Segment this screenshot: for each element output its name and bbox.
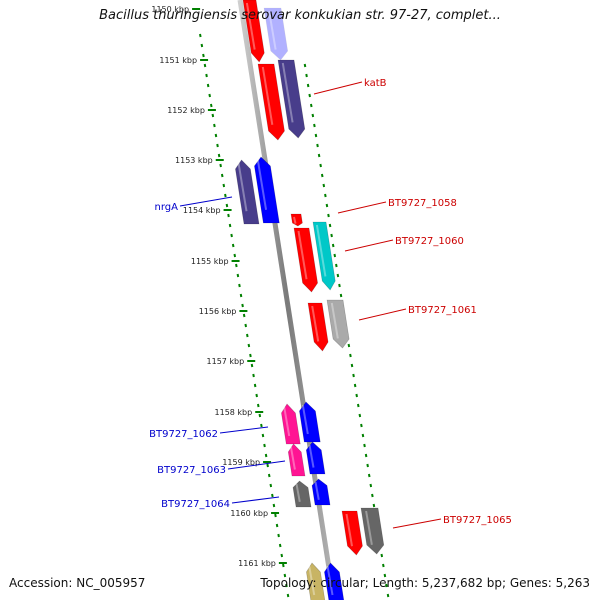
kbp-labels: 1150 kbp 1151 kbp 1152 kbp 1153 kbp 1154 kbp… xyxy=(151,5,287,568)
kbp-tick-label: 1150 kbp xyxy=(151,5,189,14)
kbp-tick-label: 1154 kbp xyxy=(183,206,221,215)
gene-arrow[interactable] xyxy=(292,480,312,508)
gene-highlight xyxy=(315,224,327,277)
callout-line xyxy=(392,518,442,529)
gene-arrow[interactable] xyxy=(281,403,301,445)
gene-label-nrgA[interactable]: nrgA xyxy=(155,202,179,213)
callout-line xyxy=(344,239,394,252)
kbp-tick-label: 1151 kbp xyxy=(159,56,197,65)
gene-highlight xyxy=(261,66,274,125)
gene-arrow[interactable] xyxy=(235,159,260,225)
gene-highlight xyxy=(289,446,296,470)
kbp-tick-label: 1155 kbp xyxy=(191,257,229,266)
kbp-tick-label: 1156 kbp xyxy=(199,307,237,316)
gene-highlight xyxy=(295,483,301,502)
gene-callouts: katB BT9727_1058 BT9727_1060 BT9727_1061 BT9… xyxy=(149,78,512,529)
gene-highlight xyxy=(268,10,277,50)
callout-line xyxy=(337,201,387,214)
gene-highlight xyxy=(256,159,268,210)
accession-text: Accession: NC_005957 xyxy=(9,576,146,590)
gene-arrow[interactable] xyxy=(306,562,326,600)
gene-arrow[interactable] xyxy=(263,7,289,61)
gene-label-bt1058[interactable]: BT9727_1058 xyxy=(388,198,457,209)
kbp-tick-label: 1152 kbp xyxy=(167,106,205,115)
gene-arrow[interactable] xyxy=(311,478,331,506)
gene-label-katB[interactable]: katB xyxy=(364,78,387,89)
callout-line xyxy=(231,496,280,504)
gene-highlight xyxy=(314,481,320,500)
kbp-tick-label: 1153 kbp xyxy=(175,156,213,165)
gene-label-bt1064[interactable]: BT9727_1064 xyxy=(161,499,230,510)
gene-highlight xyxy=(308,444,315,468)
gene-highlight xyxy=(245,2,256,50)
callout-line xyxy=(219,426,269,434)
gene-highlight xyxy=(283,406,291,437)
gene-features xyxy=(235,0,385,600)
gene-label-bt1060[interactable]: BT9727_1060 xyxy=(395,236,464,247)
kbp-tick-label: 1161 kbp xyxy=(238,559,276,568)
gene-arrow[interactable] xyxy=(257,63,285,141)
gene-highlight xyxy=(311,305,320,342)
gene-highlight xyxy=(330,302,339,339)
gene-arrow[interactable] xyxy=(326,299,350,349)
gene-arrow[interactable] xyxy=(242,0,265,63)
gene-label-bt1061[interactable]: BT9727_1061 xyxy=(408,305,477,316)
gene-arrow[interactable] xyxy=(254,156,280,224)
callout-line xyxy=(227,460,286,470)
gene-arrow[interactable] xyxy=(312,221,336,291)
topology-text: Topology: circular; Length: 5,237,682 bp… xyxy=(260,576,590,590)
gene-arrow[interactable] xyxy=(287,443,306,477)
gene-arrow[interactable] xyxy=(293,227,318,293)
gene-highlight xyxy=(293,216,297,224)
gene-arrow[interactable] xyxy=(324,562,345,600)
gene-highlight xyxy=(297,230,308,280)
callout-line xyxy=(358,308,407,321)
callout-line xyxy=(313,81,363,95)
gene-arrow[interactable] xyxy=(299,401,321,443)
gene-arrow[interactable] xyxy=(290,213,303,227)
gene-highlight xyxy=(308,565,316,596)
tick-track-left xyxy=(199,33,290,598)
gene-arrow[interactable] xyxy=(307,302,329,352)
gene-highlight xyxy=(301,404,309,435)
gene-label-bt1065[interactable]: BT9727_1065 xyxy=(443,515,512,526)
kbp-tick-label: 1159 kbp xyxy=(222,458,260,467)
gene-arrow[interactable] xyxy=(341,510,363,556)
gene-highlight xyxy=(237,162,248,212)
callout-line xyxy=(179,196,233,207)
gene-arrow[interactable] xyxy=(360,507,385,555)
gene-highlight xyxy=(326,565,334,596)
kbp-tick-label: 1158 kbp xyxy=(215,408,253,417)
kbp-tick-label: 1157 kbp xyxy=(207,357,245,366)
kbp-tick-label: 1160 kbp xyxy=(230,509,268,518)
gene-arrow[interactable] xyxy=(277,59,306,139)
gene-label-bt1062[interactable]: BT9727_1062 xyxy=(149,429,218,440)
map-title: Bacillus thuringiensis serovar konkukian… xyxy=(99,8,501,23)
gene-label-bt1063[interactable]: BT9727_1063 xyxy=(157,465,226,476)
gene-arrow[interactable] xyxy=(305,441,326,475)
gene-highlight xyxy=(345,513,354,547)
gene-highlight xyxy=(281,62,294,123)
gene-highlight xyxy=(365,510,373,545)
